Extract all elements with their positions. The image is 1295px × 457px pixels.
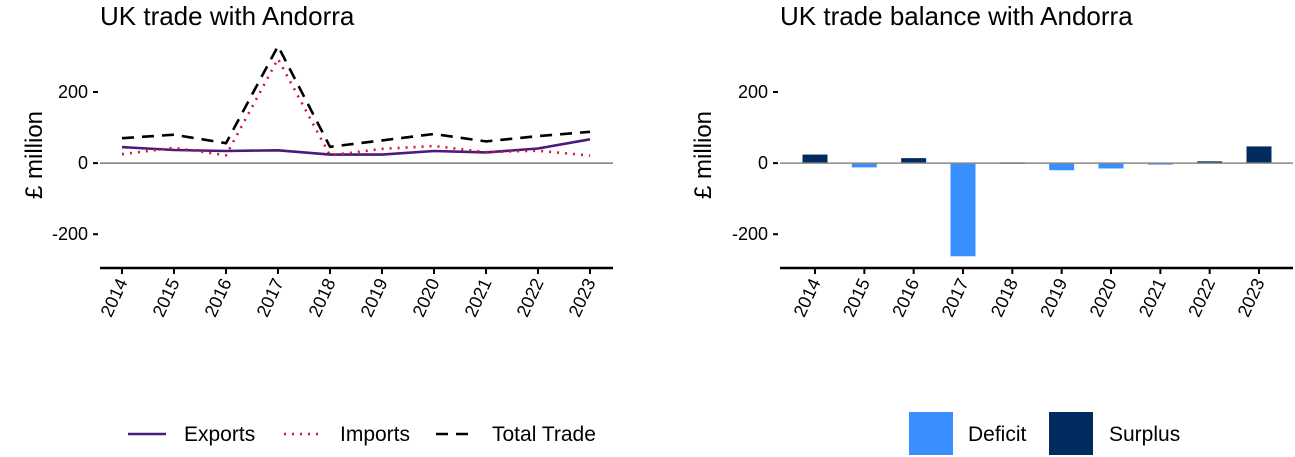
bar-2019	[1049, 163, 1075, 171]
plot-area: -200 0 200 2014 2015 2016 2017 2018 2019 2020 2021…	[732, 82, 1293, 320]
bar-2015	[851, 163, 877, 168]
x-tick-label: 2017	[253, 275, 288, 320]
legend: Deficit Surplus	[909, 412, 1180, 455]
x-tick-label: 2019	[1036, 275, 1071, 320]
series-line-exports	[121, 138, 591, 156]
bar-2022	[1197, 161, 1223, 164]
legend-label: Imports	[340, 423, 410, 446]
y-axis-label: £ million	[690, 111, 717, 199]
x-tick-label: 2016	[201, 275, 236, 320]
legend-label: Total Trade	[492, 423, 596, 446]
x-tick-label: 2023	[565, 275, 600, 320]
x-tick-label: 2014	[97, 275, 132, 320]
x-tick-label: 2018	[987, 275, 1022, 320]
x-tick-label: 2016	[888, 275, 923, 320]
chart-title: UK trade balance with Andorra	[780, 1, 1133, 31]
x-tick-label: 2015	[839, 275, 874, 320]
trade-line-chart: UK trade with Andorra £ million -200 0 200…	[21, 1, 613, 446]
x-tick-label: 2015	[149, 275, 184, 320]
y-tick-label: 200	[58, 82, 88, 102]
x-tick-label: 2023	[1234, 275, 1269, 320]
x-tick-label: 2017	[938, 275, 973, 320]
y-tick-label: -200	[732, 224, 768, 244]
bar-2020	[1098, 163, 1124, 169]
y-tick-label: 0	[78, 153, 88, 173]
x-tick-label: 2014	[790, 275, 825, 320]
legend-label: Exports	[184, 423, 255, 446]
legend: Exports Imports Total Trade	[128, 423, 596, 446]
bar-2016	[901, 158, 927, 164]
x-tick-label: 2020	[409, 275, 444, 320]
legend-label: Surplus	[1109, 423, 1180, 446]
y-axis-label: £ million	[21, 111, 48, 199]
legend-label: Deficit	[968, 423, 1027, 446]
plot-area: -200 0 200 2014 2015 2016 2017 2018 2019 2020 2021…	[52, 44, 613, 320]
series-line-imports	[121, 57, 591, 157]
legend-swatch	[1049, 412, 1093, 455]
x-tick-label: 2021	[1135, 275, 1170, 320]
y-tick-label: -200	[52, 224, 88, 244]
x-tick-label: 2022	[513, 275, 548, 320]
series-line-total-trade	[121, 44, 591, 149]
x-tick-label: 2021	[461, 275, 496, 320]
x-tick-label: 2020	[1086, 275, 1121, 320]
trade-balance-bar-chart: UK trade balance with Andorra £ million …	[690, 1, 1293, 455]
x-tick-label: 2022	[1184, 275, 1219, 320]
chart-title: UK trade with Andorra	[100, 1, 355, 31]
bar-2017	[950, 163, 976, 257]
bar-2023	[1246, 146, 1272, 164]
legend-swatch	[909, 412, 953, 455]
bar-2014	[802, 154, 828, 164]
x-tick-label: 2018	[305, 275, 340, 320]
y-tick-label: 200	[738, 82, 768, 102]
x-tick-label: 2019	[357, 275, 392, 320]
y-tick-label: 0	[758, 153, 768, 173]
